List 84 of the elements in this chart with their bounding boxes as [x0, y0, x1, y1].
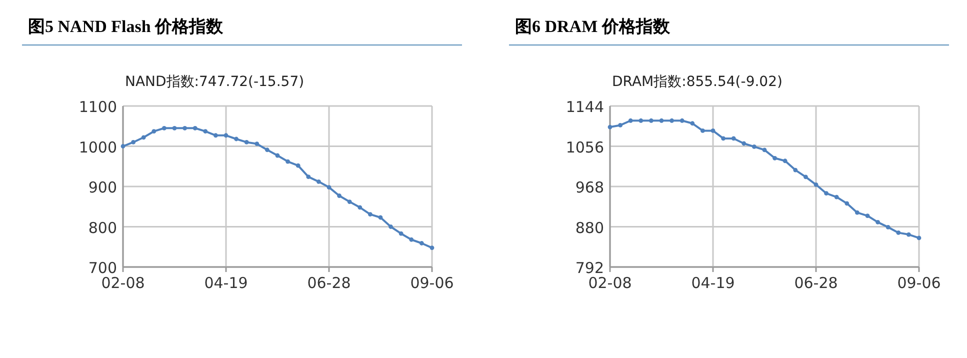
point: [337, 194, 342, 198]
x-tick-label: 06-28: [307, 274, 351, 292]
y-tick-label: 1100: [78, 98, 117, 116]
point: [700, 128, 705, 133]
point: [618, 123, 622, 128]
point: [721, 136, 726, 141]
point: [368, 212, 372, 216]
point: [214, 133, 218, 138]
point: [886, 225, 890, 230]
point: [152, 129, 156, 134]
y-tick-label: 1056: [566, 138, 604, 156]
y-tick-label: 792: [575, 259, 604, 277]
point: [916, 236, 922, 240]
point: [690, 121, 695, 126]
point: [120, 144, 126, 148]
x-tick-label: 09-06: [897, 274, 941, 292]
point: [182, 126, 187, 130]
point: [141, 135, 146, 140]
point: [224, 133, 228, 138]
y-tick-label: 800: [88, 218, 117, 237]
point: [670, 118, 674, 123]
x-tick-label: 06-28: [794, 274, 838, 292]
point: [388, 224, 393, 229]
point: [762, 148, 767, 152]
chart-subtitle: DRAM指数:855.54(-9.02): [612, 74, 782, 90]
y-tick-label: 900: [88, 178, 117, 196]
x-tick-label: 04-19: [691, 274, 735, 292]
y-tick-label: 880: [575, 218, 604, 237]
point: [192, 126, 198, 130]
x-tick-label: 02-08: [101, 274, 145, 292]
point: [710, 128, 716, 133]
y-tick-label: 1144: [566, 98, 604, 116]
point: [244, 140, 249, 144]
point: [296, 163, 300, 168]
point: [680, 118, 684, 123]
point: [265, 148, 270, 152]
point: [358, 205, 362, 210]
point: [906, 232, 911, 237]
point: [649, 118, 654, 123]
point: [865, 214, 870, 218]
point: [398, 231, 404, 236]
chart-subtitle: NAND指数:747.72(-15.57): [125, 74, 304, 90]
point: [731, 136, 736, 141]
point: [430, 246, 434, 250]
chart-title: 图6 DRAM 价格指数: [515, 17, 671, 36]
point: [876, 220, 880, 224]
point: [286, 159, 290, 164]
y-tick-label: 1000: [78, 138, 117, 156]
point: [254, 142, 260, 146]
y-tick-label: 700: [88, 259, 117, 277]
point: [306, 174, 311, 180]
point: [804, 174, 808, 180]
point: [131, 140, 136, 144]
point: [378, 215, 383, 220]
point: [347, 200, 352, 204]
point: [855, 210, 860, 215]
point: [172, 126, 177, 130]
point: [638, 118, 644, 123]
point: [420, 241, 424, 246]
point: [628, 118, 633, 123]
y-tick-label: 968: [575, 178, 604, 196]
x-tick-label: 02-08: [588, 274, 632, 292]
point: [659, 118, 664, 123]
point: [834, 194, 839, 200]
point: [203, 129, 208, 134]
point: [234, 136, 238, 142]
chart-title: 图5 NAND Flash 价格指数: [28, 17, 224, 36]
point: [793, 168, 798, 172]
point: [824, 191, 828, 196]
point: [326, 185, 332, 190]
point: [608, 124, 612, 130]
point: [316, 179, 321, 184]
point: [896, 230, 901, 235]
point: [844, 201, 850, 206]
point: [772, 156, 777, 160]
point: [275, 153, 280, 158]
point: [752, 144, 756, 149]
point: [782, 158, 788, 164]
x-tick-label: 04-19: [204, 274, 248, 292]
x-tick-label: 09-06: [410, 274, 454, 292]
point: [162, 126, 166, 130]
point: [814, 182, 818, 187]
point: [409, 237, 414, 242]
point: [742, 141, 746, 146]
